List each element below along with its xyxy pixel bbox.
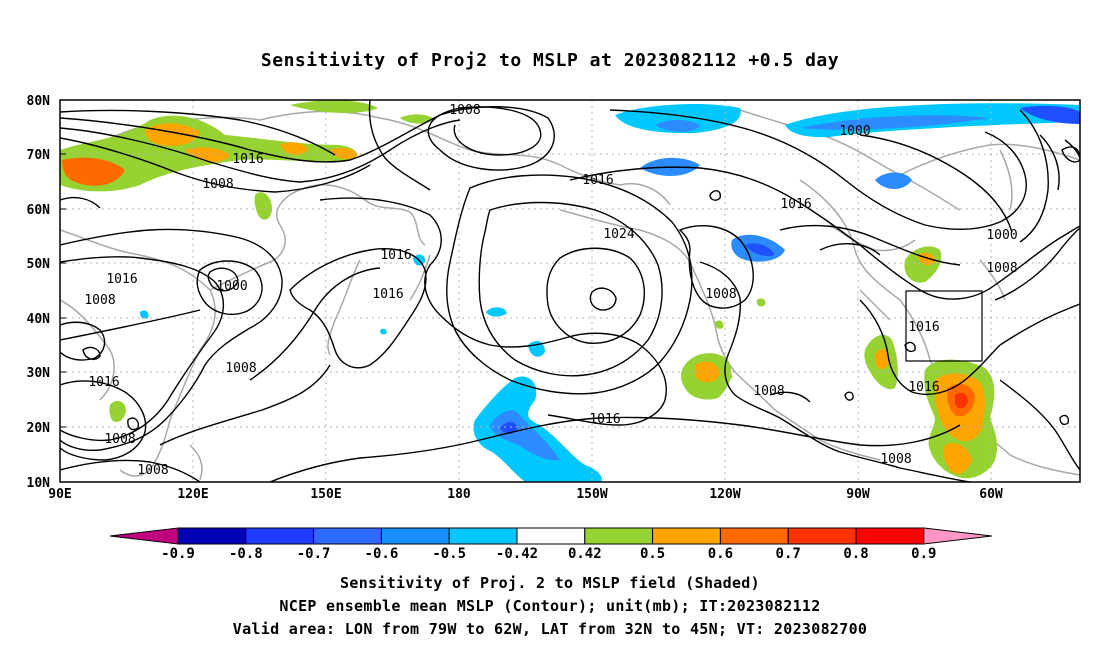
colorbar-label: 0.42 [568,546,602,562]
contour-label: 1000 [839,124,870,139]
lat-label: 30N [27,366,51,381]
contour-label: 1016 [589,412,620,427]
lat-label: 60N [27,203,51,218]
colorbar-segment [652,527,721,545]
colorbar-label: 0.6 [708,546,733,562]
lon-label: 90E [48,487,71,502]
colorbar-arrow-high [923,527,992,545]
colorbar-label: -0.42 [496,546,538,562]
colorbar-label: 0.7 [776,546,801,562]
colorbar-label: 0.5 [640,546,665,562]
caption-valid-area: Valid area: LON from 79W to 62W, LAT fro… [232,620,868,638]
contour-label: 1008 [986,261,1017,276]
colorbar-label: -0.7 [297,546,331,562]
contour-label: 1016 [88,375,119,390]
contour-label: 1008 [449,103,480,118]
colorbar-label: -0.5 [432,546,466,562]
mslp-contours [60,100,1080,482]
colorbar-segment [584,527,654,545]
contour-label: 1016 [380,248,411,263]
lon-label: 180 [447,487,471,502]
colorbar-label: -0.6 [365,546,399,562]
contour-label: 1016 [232,152,263,167]
contour-label: 1016 [582,173,613,188]
lon-label: 60W [979,487,1003,502]
contour-label: 1008 [225,361,256,376]
contour-label: 1016 [106,272,137,287]
contour-label: 1016 [372,287,403,302]
colorbar-segment [313,527,382,545]
lat-label: 10N [27,476,51,491]
chart-title: Sensitivity of Proj2 to MSLP at 20230821… [260,50,840,71]
lon-label: 90W [846,487,870,502]
contour-label: 1016 [908,320,939,335]
lat-label: 40N [27,312,51,327]
colorbar-segment [177,527,247,545]
contour-label: 1016 [780,197,811,212]
contour-label: 1008 [104,432,135,447]
contour-label: 1008 [880,452,911,467]
colorbar: -0.9 -0.8 -0.7 -0.6 -0.5 -0.42 0.42 0.5 0.6 0.7 0.… [109,527,992,562]
contour-label: 1000 [216,279,247,294]
colorbar-segment [516,527,586,545]
lat-label: 70N [27,148,51,163]
map-frame [59,99,1081,483]
colorbar-segment [787,527,857,545]
contour-labels: 1008 1016 1008 1016 1000 1008 1016 1008 … [84,103,1017,478]
colorbar-label: -0.9 [161,546,195,562]
lon-label: 120E [177,487,208,502]
caption-shading: Sensitivity of Proj. 2 to MSLP field (Sh… [340,574,760,592]
contour-label: 1000 [986,228,1017,243]
lon-label: 150W [576,487,607,502]
contour-label: 1016 [908,380,939,395]
contour-label: 1008 [137,463,168,478]
colorbar-label: 0.9 [911,546,936,562]
lat-label: 50N [27,257,51,272]
colorbar-label: -0.8 [229,546,263,562]
contour-label: 1024 [603,227,634,242]
lat-axis [60,99,66,483]
contour-label: 1008 [753,384,784,399]
lon-label: 150E [310,487,341,502]
shading-negative [140,103,1080,482]
colorbar-segment [380,527,450,545]
contour-label: 1008 [84,293,115,308]
colorbar-segment [719,527,789,545]
colorbar-segment [855,527,925,545]
colorbar-arrow-low [109,527,179,545]
grid [60,100,1080,482]
lat-label: 20N [27,421,51,436]
lat-label: 80N [27,94,51,109]
colorbar-segment [245,527,315,545]
lon-label: 120W [709,487,740,502]
contour-label: 1008 [202,177,233,192]
colorbar-label: 0.8 [843,546,868,562]
colorbar-segment [448,527,518,545]
valid-area-box [905,290,983,362]
caption-contour: NCEP ensemble mean MSLP (Contour); unit(… [279,597,821,615]
contour-label: 1008 [705,287,736,302]
